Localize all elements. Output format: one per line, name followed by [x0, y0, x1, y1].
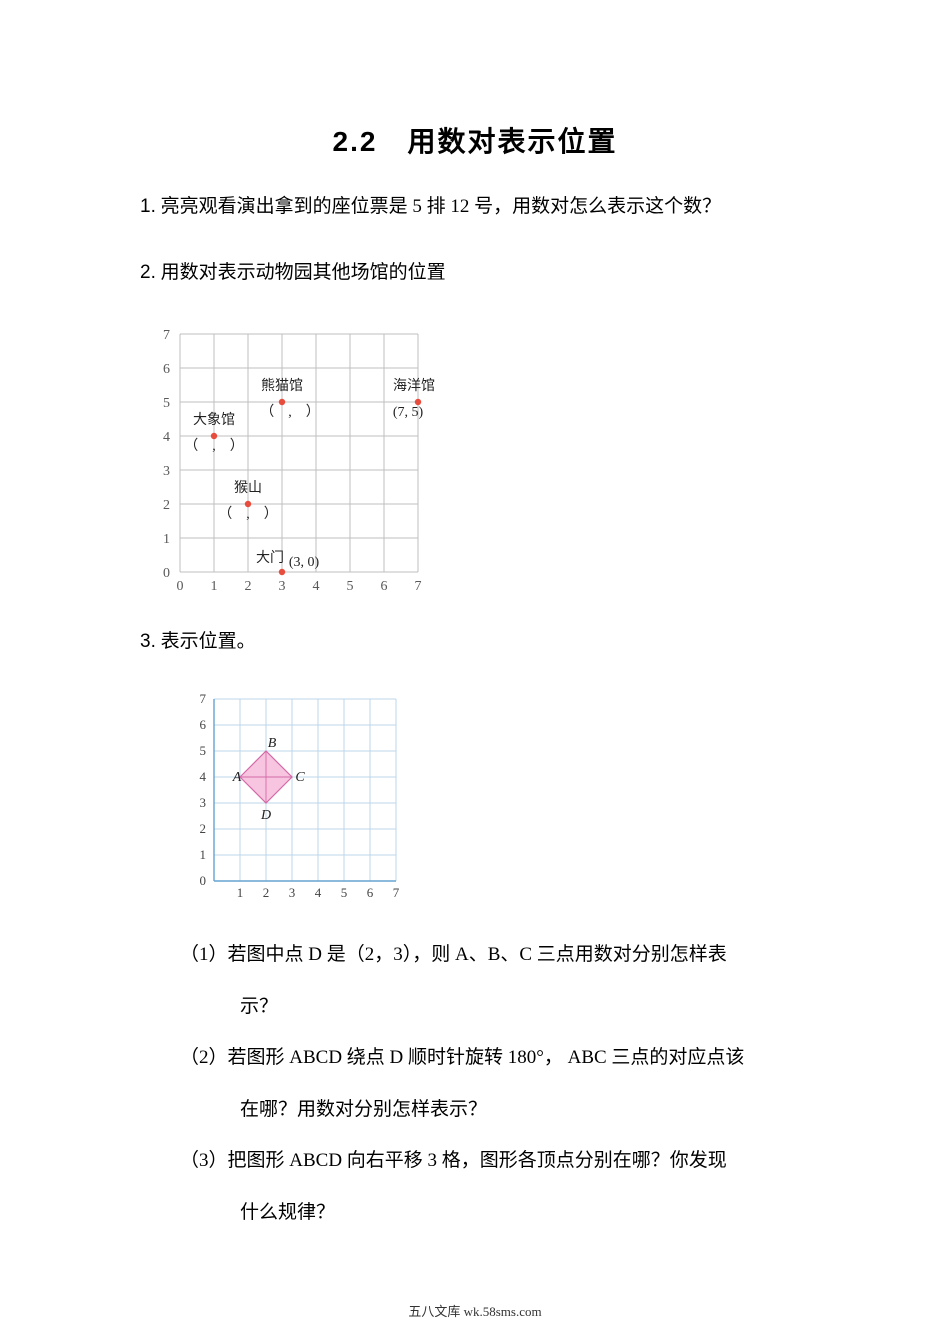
svg-text:6: 6: [163, 362, 170, 377]
svg-text:大象馆: 大象馆: [193, 412, 235, 428]
q2-number: 2.: [140, 262, 156, 283]
svg-text:熊猫馆: 熊猫馆: [261, 378, 303, 394]
q3-sub2b: 在哪？用数对分别怎样表示？: [240, 1087, 810, 1133]
svg-text:4: 4: [315, 885, 322, 900]
svg-text:(3, 0): (3, 0): [289, 555, 320, 570]
q3-sub1b: 示？: [240, 984, 810, 1030]
svg-text:5: 5: [163, 396, 170, 411]
svg-text:猴山: 猴山: [234, 480, 262, 496]
svg-text:0: 0: [200, 873, 207, 888]
svg-text:D: D: [260, 808, 271, 823]
svg-text:(7, 5): (7, 5): [393, 405, 424, 420]
q3-sub2: （2）若图形 ABCD 绕点 D 顺时针旋转 180°， ABC 三点的对应点该: [180, 1035, 810, 1081]
q3-number: 3.: [140, 631, 156, 652]
footer-text: 五八文库 wk.58sms.com: [0, 1301, 950, 1320]
svg-text:1: 1: [200, 847, 207, 862]
q2-text: 用数对表示动物园其他场馆的位置: [156, 262, 446, 283]
svg-text:7: 7: [415, 579, 422, 594]
question-1: 1. 亮亮观看演出拿到的座位票是 5 排 12 号，用数对怎么表示这个数？: [140, 188, 810, 226]
svg-text:4: 4: [200, 769, 207, 784]
svg-text:（ , ）: （ , ）: [218, 506, 278, 522]
page-title: 2.2 用数对表示位置: [140, 120, 810, 160]
q1-text: 亮亮观看演出拿到的座位票是 5 排 12 号，用数对怎么表示这个数？: [156, 196, 721, 217]
svg-text:C: C: [295, 770, 305, 785]
svg-text:（ , ）: （ , ）: [184, 438, 244, 454]
svg-text:2: 2: [263, 885, 270, 900]
svg-text:1: 1: [211, 579, 218, 594]
svg-text:（ , ）: （ , ）: [260, 404, 320, 420]
q3-sub3b: 什么规律？: [240, 1190, 810, 1236]
svg-text:5: 5: [347, 579, 354, 594]
svg-text:2: 2: [163, 498, 170, 513]
svg-text:2: 2: [200, 821, 207, 836]
question-2: 2. 用数对表示动物园其他场馆的位置: [140, 254, 810, 292]
zoo-chart-wrap: 0 1 2 3 4 5 6 7 0 1 2 3 4 5 6 7 熊猫馆 （ , ） 海洋馆 (7, 5) 大象馆 （ , …: [150, 320, 810, 603]
shape-chart: 1 2 3 4 5 6 7 0 1 2 3 4 5 6 7 A B C D: [188, 689, 412, 903]
q3-sub3: （3）把图形 ABCD 向右平移 3 格，图形各顶点分别在哪？你发现: [180, 1138, 810, 1184]
svg-text:1: 1: [163, 532, 170, 547]
svg-text:3: 3: [289, 885, 296, 900]
svg-text:7: 7: [163, 328, 170, 343]
svg-text:2: 2: [245, 579, 252, 594]
svg-text:B: B: [268, 736, 277, 751]
svg-text:7: 7: [200, 691, 207, 706]
svg-text:6: 6: [381, 579, 388, 594]
svg-text:6: 6: [200, 717, 207, 732]
q3-sub1: （1）若图中点 D 是（2，3），则 A、B、C 三点用数对分别怎样表: [180, 932, 810, 978]
svg-text:3: 3: [200, 795, 207, 810]
svg-text:3: 3: [163, 464, 170, 479]
svg-text:3: 3: [279, 579, 286, 594]
svg-text:0: 0: [177, 579, 184, 594]
svg-text:1: 1: [237, 885, 244, 900]
svg-text:4: 4: [163, 430, 170, 445]
q3-text: 表示位置。: [156, 631, 256, 652]
svg-text:海洋馆: 海洋馆: [393, 378, 435, 394]
zoo-chart: 0 1 2 3 4 5 6 7 0 1 2 3 4 5 6 7 熊猫馆 （ , ） 海洋馆 (7, 5) 大象馆 （ , …: [150, 320, 448, 598]
svg-text:大门: 大门: [256, 550, 284, 566]
shape-chart-wrap: 1 2 3 4 5 6 7 0 1 2 3 4 5 6 7 A B C D: [188, 689, 810, 908]
svg-text:A: A: [232, 770, 242, 785]
svg-text:5: 5: [341, 885, 348, 900]
svg-text:6: 6: [367, 885, 374, 900]
svg-text:4: 4: [313, 579, 320, 594]
q1-number: 1.: [140, 196, 156, 217]
svg-text:0: 0: [163, 566, 170, 581]
question-3: 3. 表示位置。: [140, 623, 810, 661]
svg-text:7: 7: [393, 885, 400, 900]
svg-text:5: 5: [200, 743, 207, 758]
